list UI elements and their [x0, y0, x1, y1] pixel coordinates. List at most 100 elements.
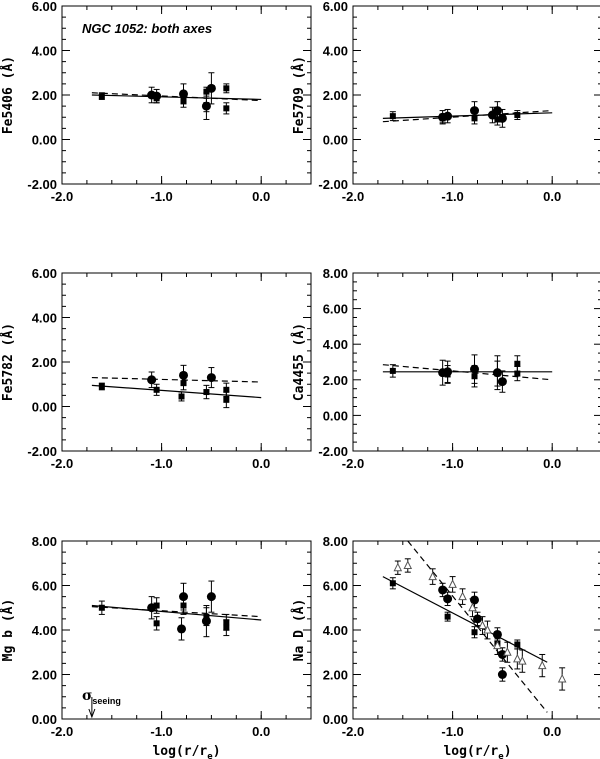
- marker-square: [494, 116, 501, 123]
- y-axis-title: Fe5406 (Å): [0, 56, 16, 134]
- plot-frame: [352, 272, 600, 452]
- marker-square: [444, 371, 451, 378]
- data-point-circle: [497, 647, 507, 662]
- fit-line-solid: [382, 576, 548, 663]
- y-axis-title: Fe5709 (Å): [291, 56, 307, 134]
- fit-line-solid: [91, 384, 262, 399]
- y-tick-label: 6.00: [323, 302, 348, 317]
- fit-line-dashed: [382, 364, 553, 381]
- marker-square: [471, 115, 478, 122]
- seeing-marker: σseeing: [82, 688, 121, 706]
- y-tick-label: 2.00: [323, 668, 348, 683]
- marker-circle: [497, 670, 507, 679]
- y-tick-label: 4.00: [323, 337, 348, 352]
- marker-triangle: [468, 602, 477, 612]
- y-tick-label: 0.00: [323, 408, 348, 423]
- x-tick-label: -1.0: [150, 724, 172, 739]
- marker-triangle: [493, 640, 502, 650]
- panel-4: -2.00 0.00 2.00 4.00 6.00 8.00 -2.0 -1.0 0.0 Ca44…: [291, 266, 600, 471]
- plot-frame: [352, 5, 600, 185]
- x-tick-label: 0.0: [543, 724, 561, 739]
- x-tick-label: 0.0: [252, 456, 270, 471]
- x-tick-label: -2.0: [51, 189, 73, 204]
- y-tick-label: -2.00: [27, 177, 57, 192]
- x-tick-label: -2.0: [342, 189, 364, 204]
- marker-triangle: [518, 656, 527, 665]
- data-point-circle: [206, 72, 216, 105]
- marker-square: [514, 112, 521, 119]
- data-point-triangle: [403, 558, 413, 573]
- x-axis-title: log(r/re): [152, 744, 220, 759]
- x-axis-title-tail: ): [213, 744, 221, 759]
- marker-square: [153, 386, 160, 393]
- y-tick-label: 6.00: [32, 579, 57, 594]
- data-point-circle: [206, 580, 216, 613]
- fit-line-dashed: [91, 92, 262, 102]
- data-point-circle: [443, 591, 453, 607]
- data-point-circle: [147, 371, 157, 389]
- x-axis-title-sub: e: [207, 752, 213, 759]
- data-point-square: [203, 607, 210, 627]
- y-tick-label: 4.00: [32, 44, 57, 59]
- data-point-square: [471, 112, 478, 125]
- y-tick-label: 0.00: [32, 133, 57, 148]
- marker-square: [223, 105, 230, 112]
- data-point-triangle: [468, 598, 477, 618]
- y-tick-label: 4.00: [323, 44, 348, 59]
- y-tick-label: 8.00: [323, 534, 348, 549]
- data-point-square: [98, 92, 105, 100]
- panel-1: -2.00 0.00 2.00 4.00 6.00 -2.0 -1.0 0.0 Fe5406 (…: [0, 0, 312, 204]
- seeing-subscript: seeing: [92, 696, 121, 706]
- marker-triangle: [483, 624, 492, 634]
- fit-line-dashed: [382, 109, 553, 123]
- data-point-square: [180, 93, 187, 108]
- data-point-square: [389, 364, 396, 378]
- data-point-square: [223, 102, 230, 115]
- data-point-triangle: [518, 649, 527, 673]
- marker-circle: [206, 373, 216, 383]
- marker-circle: [179, 370, 189, 380]
- data-point-square: [180, 375, 187, 391]
- y-tick-label: 0.00: [32, 400, 57, 415]
- marker-circle: [497, 377, 507, 387]
- marker-triangle: [537, 660, 547, 670]
- marker-circle: [473, 614, 482, 624]
- fit-line-dashed: [91, 606, 262, 618]
- marker-square: [153, 95, 160, 102]
- marker-square: [98, 604, 105, 611]
- y-tick-label: 2.00: [32, 355, 57, 370]
- data-point-square: [203, 86, 210, 97]
- marker-square: [98, 383, 105, 390]
- y-tick-label: 2.00: [32, 88, 57, 103]
- marker-triangle: [448, 579, 457, 588]
- data-point-triangle: [393, 560, 403, 575]
- data-point-triangle: [503, 641, 512, 663]
- y-axis-title: Ca4455 (Å): [291, 323, 307, 401]
- marker-triangle: [503, 647, 512, 656]
- seeing-arrow-head: [88, 708, 96, 719]
- data-point-square: [153, 93, 160, 104]
- marker-triangle: [428, 571, 437, 581]
- x-tick-label: -1.0: [441, 189, 463, 204]
- data-point-square: [494, 360, 501, 387]
- plot-frame: [61, 540, 312, 720]
- x-tick-label: -2.0: [51, 724, 73, 739]
- panel-3: -2.00 0.00 2.00 4.00 6.00 -2.0 -1.0 0.0 Fe5782 (…: [0, 266, 312, 471]
- data-point-triangle: [483, 620, 492, 640]
- x-axis-title-sub: e: [498, 752, 504, 759]
- data-point-triangle: [557, 667, 567, 691]
- data-point-circle: [438, 582, 448, 598]
- marker-square: [389, 113, 396, 120]
- marker-triangle: [478, 620, 487, 630]
- marker-square: [514, 360, 521, 367]
- x-tick-label: 0.0: [252, 189, 270, 204]
- data-point-triangle: [513, 648, 522, 670]
- y-axis-title: Mg b (Å): [0, 599, 16, 662]
- data-point-square: [203, 97, 210, 113]
- x-axis-title-tail: ): [504, 744, 512, 759]
- x-tick-label: 0.0: [252, 724, 270, 739]
- data-point-square: [98, 600, 105, 615]
- data-point-triangle: [448, 576, 457, 593]
- marker-square: [444, 613, 451, 620]
- y-tick-label: 4.00: [32, 623, 57, 638]
